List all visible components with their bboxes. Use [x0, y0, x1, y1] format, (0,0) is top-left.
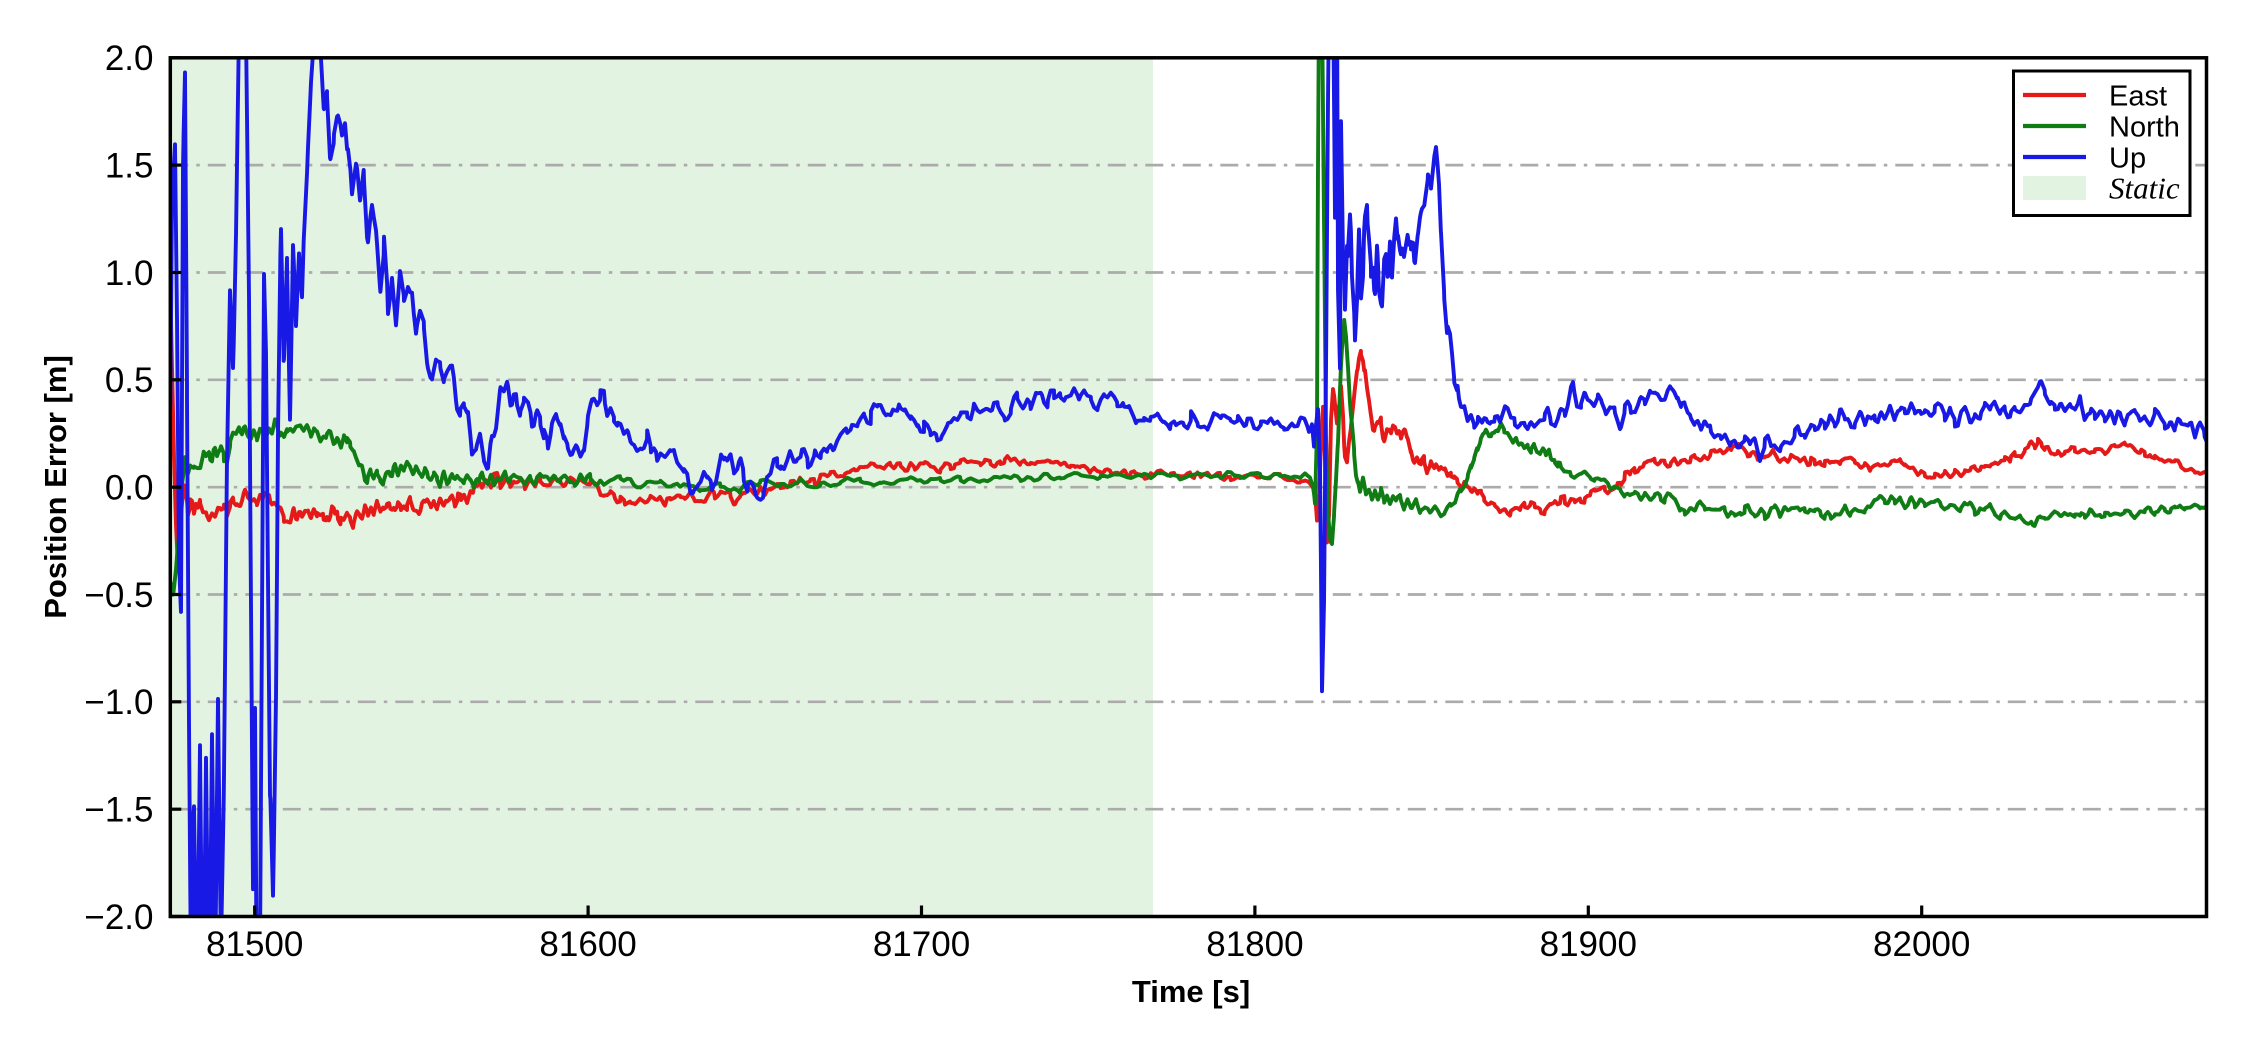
- svg-text:81500: 81500: [206, 925, 303, 964]
- svg-text:0.0: 0.0: [105, 469, 154, 508]
- svg-text:0.5: 0.5: [105, 361, 154, 400]
- svg-text:Up: Up: [2109, 143, 2146, 175]
- svg-text:−2.0: −2.0: [84, 898, 153, 937]
- svg-text:−1.0: −1.0: [84, 683, 153, 722]
- svg-text:2.0: 2.0: [105, 39, 154, 78]
- svg-text:82000: 82000: [1873, 925, 1970, 964]
- svg-text:−1.5: −1.5: [84, 791, 153, 830]
- svg-text:Static: Static: [2109, 171, 2180, 206]
- svg-text:81900: 81900: [1540, 925, 1637, 964]
- svg-text:81600: 81600: [539, 925, 636, 964]
- svg-text:−0.5: −0.5: [84, 576, 153, 615]
- svg-text:Position Error [m]: Position Error [m]: [38, 355, 73, 619]
- svg-text:81700: 81700: [873, 925, 970, 964]
- svg-text:81800: 81800: [1206, 925, 1303, 964]
- svg-text:North: North: [2109, 112, 2180, 144]
- svg-text:Time [s]: Time [s]: [1132, 974, 1250, 1009]
- svg-text:1.0: 1.0: [105, 254, 154, 293]
- svg-text:1.5: 1.5: [105, 146, 154, 185]
- svg-text:East: East: [2109, 81, 2167, 113]
